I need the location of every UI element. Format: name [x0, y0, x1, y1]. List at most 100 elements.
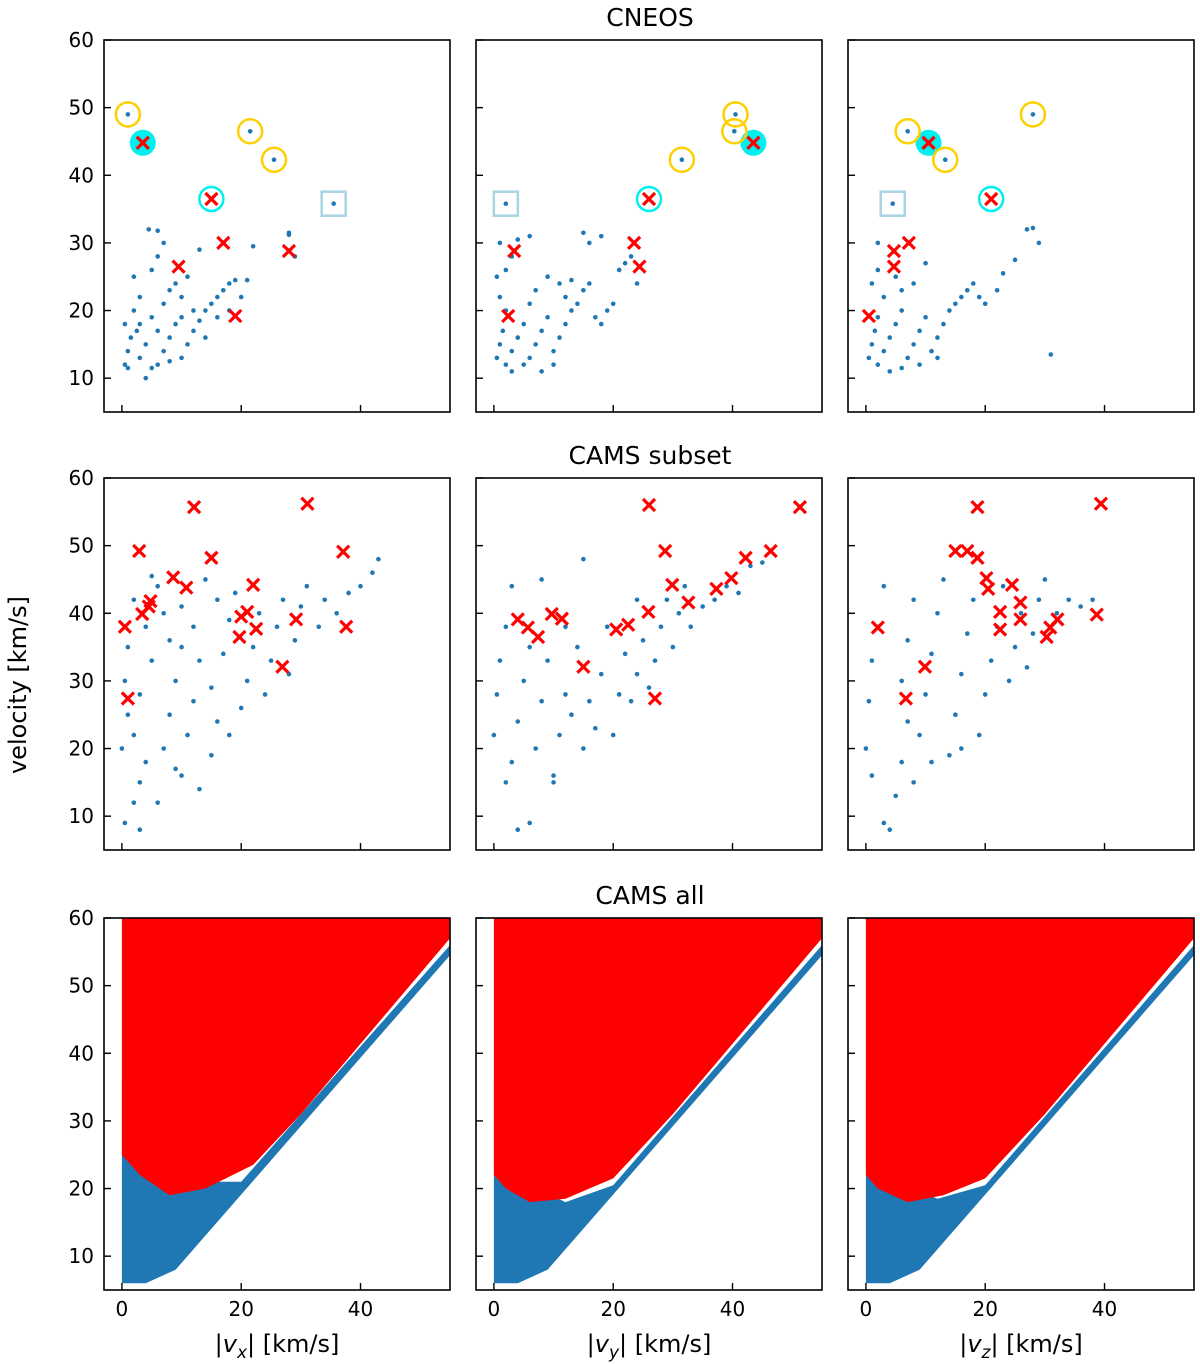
data-point	[346, 590, 351, 596]
data-point	[935, 610, 940, 616]
data-point	[988, 658, 994, 663]
data-point	[143, 375, 149, 381]
x-label-sub: z	[981, 1343, 992, 1363]
data-point	[604, 624, 610, 630]
data-point	[191, 308, 196, 313]
data-point	[185, 732, 190, 738]
blue-point-region	[493, 945, 822, 1284]
cross-marker	[626, 235, 642, 251]
data-point	[185, 342, 190, 347]
panel	[847, 39, 1195, 413]
data-point	[917, 328, 922, 334]
data-point	[509, 348, 515, 354]
x-tick-label: 20	[228, 1297, 253, 1321]
cross-marker	[921, 135, 936, 150]
data-point	[209, 753, 214, 758]
data-point	[724, 583, 729, 589]
data-point	[923, 260, 928, 266]
data-point	[1006, 678, 1012, 684]
data-point	[215, 719, 220, 724]
data-point	[491, 732, 497, 738]
data-point	[155, 228, 160, 234]
x-label-post: | [km/s]	[619, 1330, 711, 1358]
cross-marker	[1039, 629, 1054, 645]
y-tick-label: 50	[69, 96, 94, 120]
data-point	[622, 651, 628, 657]
data-point	[221, 287, 226, 293]
data-point	[670, 644, 676, 650]
data-point	[569, 308, 574, 313]
data-point	[197, 658, 202, 663]
data-point	[238, 294, 244, 300]
data-point	[527, 233, 532, 239]
data-point	[143, 624, 149, 630]
panel: 0 20 40	[475, 917, 823, 1321]
data-point	[676, 610, 682, 616]
y-tick-label: 10	[69, 366, 94, 390]
data-point	[887, 369, 893, 374]
data-point	[935, 335, 940, 340]
data-point	[628, 698, 634, 704]
data-point	[539, 698, 544, 704]
cross-marker	[204, 191, 219, 207]
data-point	[935, 355, 940, 361]
data-point	[646, 685, 652, 690]
data-point	[244, 277, 250, 283]
data-point	[271, 157, 277, 163]
data-point	[712, 597, 717, 603]
cross-marker	[917, 659, 933, 674]
data-point	[497, 240, 503, 246]
data-point	[149, 267, 155, 273]
data-point	[539, 577, 544, 582]
data-point	[250, 644, 256, 650]
data-point	[911, 597, 916, 603]
data-point	[232, 277, 238, 283]
data-point	[149, 658, 155, 663]
data-point	[593, 725, 598, 731]
data-point	[173, 766, 178, 772]
cross-marker	[507, 243, 522, 259]
y-tick-label: 40	[69, 601, 94, 625]
data-point	[875, 315, 881, 320]
cross-marker	[647, 691, 663, 706]
data-point	[569, 712, 574, 718]
data-point	[947, 753, 952, 758]
data-point	[203, 335, 208, 340]
data-point	[167, 287, 172, 293]
data-point	[539, 328, 544, 334]
data-point	[137, 780, 143, 785]
data-point	[976, 732, 982, 738]
cross-marker	[763, 543, 778, 559]
cross-marker	[641, 604, 656, 620]
data-point	[134, 328, 140, 334]
data-point	[161, 610, 166, 616]
data-point	[515, 827, 521, 833]
data-point	[521, 362, 527, 367]
data-point	[911, 780, 916, 785]
yellow-circle-marker	[236, 118, 264, 145]
data-point	[331, 201, 336, 206]
cross-marker	[970, 550, 985, 565]
data-point	[664, 597, 670, 603]
y-tick-label: 10	[69, 1244, 94, 1268]
y-tick-label: 20	[69, 737, 94, 761]
data-point	[191, 328, 196, 334]
data-point	[155, 254, 160, 259]
cross-marker	[746, 135, 761, 150]
data-point	[1036, 240, 1042, 246]
data-point	[1012, 644, 1018, 650]
data-point	[173, 321, 178, 327]
data-point	[203, 577, 208, 582]
data-point	[881, 348, 887, 354]
data-point	[209, 685, 214, 690]
panel	[475, 477, 823, 851]
cross-marker	[665, 577, 680, 592]
data-point	[622, 260, 628, 266]
yellow-circle-marker	[114, 101, 142, 128]
x-label-sub: y	[608, 1343, 620, 1363]
y-tick-label: 50	[69, 974, 94, 998]
data-point	[899, 287, 904, 293]
data-point	[587, 281, 592, 286]
data-point	[244, 678, 250, 684]
data-point	[869, 773, 875, 778]
